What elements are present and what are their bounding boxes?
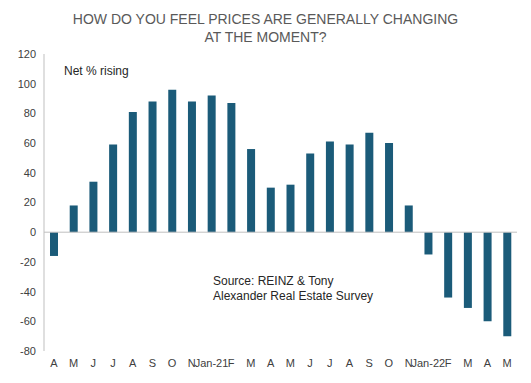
svg-text:A: A bbox=[129, 357, 137, 369]
svg-text:-60: -60 bbox=[20, 315, 36, 327]
svg-text:M: M bbox=[503, 357, 512, 369]
svg-text:A: A bbox=[346, 357, 354, 369]
svg-text:-40: -40 bbox=[20, 286, 36, 298]
svg-text:F: F bbox=[228, 357, 235, 369]
svg-text:0: 0 bbox=[30, 226, 36, 238]
svg-text:M: M bbox=[246, 357, 255, 369]
svg-text:J: J bbox=[91, 357, 97, 369]
svg-text:M: M bbox=[286, 357, 295, 369]
svg-text:J: J bbox=[307, 357, 313, 369]
svg-text:J: J bbox=[327, 357, 333, 369]
svg-text:S: S bbox=[149, 357, 156, 369]
svg-text:100: 100 bbox=[18, 78, 36, 90]
svg-text:O: O bbox=[168, 357, 177, 369]
html-text:Net % rising: Net % rising bbox=[64, 64, 129, 78]
svg-text:-20: -20 bbox=[20, 256, 36, 268]
svg-text:S: S bbox=[366, 357, 373, 369]
svg-text:N: N bbox=[187, 356, 196, 369]
html-text:Source: REINZ & Tony Alexander: Source: REINZ & Tony Alexander Real Esta… bbox=[213, 274, 374, 303]
svg-text:40: 40 bbox=[24, 167, 36, 179]
svg-text:F: F bbox=[445, 357, 452, 369]
svg-text:M: M bbox=[69, 357, 78, 369]
svg-text:-80: -80 bbox=[20, 345, 36, 357]
svg-text:J: J bbox=[110, 357, 116, 369]
svg-text:A: A bbox=[484, 357, 492, 369]
svg-text:20: 20 bbox=[24, 196, 36, 208]
svg-text:Jan-22: Jan-22 bbox=[411, 357, 445, 369]
svg-text:N: N bbox=[404, 356, 413, 369]
svg-text:Jan-21: Jan-21 bbox=[195, 357, 229, 369]
svg-text:A: A bbox=[267, 357, 275, 369]
html-text:HOW DO YOU FEEL PRICES ARE GEN: HOW DO YOU FEEL PRICES ARE GENERALLY CHA… bbox=[72, 11, 459, 45]
svg-text:A: A bbox=[50, 357, 58, 369]
svg-text:O: O bbox=[385, 357, 394, 369]
svg-text:120: 120 bbox=[18, 48, 36, 60]
svg-text:80: 80 bbox=[24, 107, 36, 119]
svg-text:M: M bbox=[463, 357, 472, 369]
svg-text:60: 60 bbox=[24, 137, 36, 149]
